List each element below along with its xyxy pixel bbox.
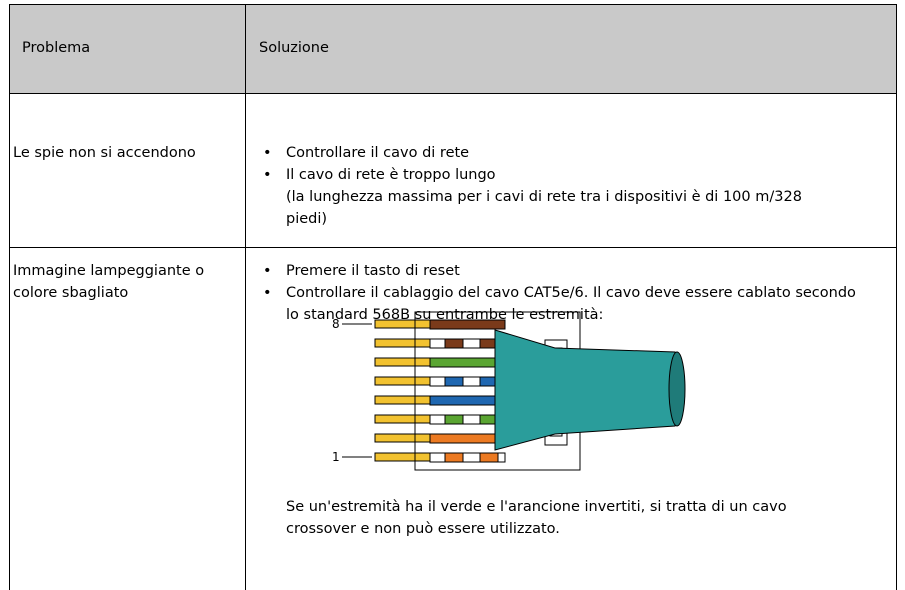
solution-item: Il cavo di rete è troppo lungo <box>262 164 862 186</box>
header-cell <box>9 4 246 94</box>
pins <box>374 319 431 462</box>
solution-item: Controllare il cavo di rete <box>262 142 862 164</box>
solution-list: Controllare il cavo di rete Il cavo di r… <box>262 142 862 186</box>
pin-label: 8 <box>332 317 340 331</box>
pin-label: 1 <box>332 450 340 464</box>
table-cell <box>245 93 897 248</box>
problem-text: Le spie non si accendono <box>13 145 196 161</box>
note-text: (la lunghezza massima per i cavi di rete… <box>286 189 802 227</box>
problem-text: Immagine lampeggiante o colore sbagliato <box>13 263 205 301</box>
header-text: Soluzione <box>259 40 329 56</box>
table-cell <box>9 93 246 248</box>
solution-item: Controllare il cablaggio del cavo CAT5e/… <box>262 282 862 326</box>
table-cell <box>245 247 897 590</box>
solution-list: Premere il tasto di reset Controllare il… <box>262 260 862 326</box>
cable-jacket <box>494 329 676 451</box>
header-text: Problema <box>22 40 91 56</box>
note-text: Se un'estremità ha il verde e l'arancion… <box>286 499 787 537</box>
header-cell <box>245 4 897 94</box>
solution-item: Premere il tasto di reset <box>262 260 862 282</box>
rj45-diagram: 8 1 <box>332 311 686 471</box>
table-cell <box>9 247 246 590</box>
wires <box>429 319 506 463</box>
